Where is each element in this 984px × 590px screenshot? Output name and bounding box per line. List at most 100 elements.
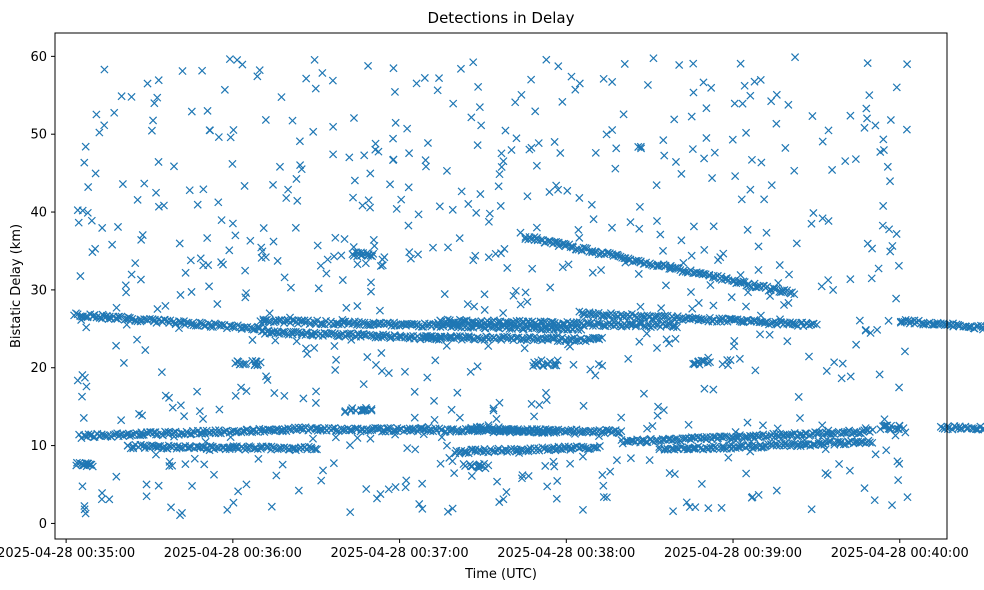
data-point [750,77,759,86]
data-point [532,223,541,232]
y-tick-label: 30 [30,283,47,298]
data-point [165,462,174,471]
data-point [436,459,445,468]
data-point [648,421,657,431]
data-point [405,248,414,257]
data-point [642,329,651,338]
data-point [331,233,340,242]
data-point [447,405,456,414]
data-point [110,108,119,117]
data-point [312,445,321,454]
data-point [577,325,586,334]
data-point [860,123,869,132]
data-point [598,333,607,342]
data-point [185,186,194,195]
data-point [885,225,894,234]
data-point [704,353,713,362]
data-point [383,318,392,327]
data-point [537,356,546,365]
data-point [449,99,458,108]
data-point [448,504,457,513]
data-point [152,188,161,197]
data-point [694,298,703,307]
data-point [122,320,131,329]
data-point [762,432,771,441]
data-point [772,441,781,450]
data-point [863,114,872,123]
data-point [187,287,196,296]
data-point [742,128,751,137]
data-point [764,320,773,329]
data-point [660,151,669,160]
data-point [485,209,494,218]
data-point [269,237,278,246]
data-point [673,436,682,445]
data-point [591,371,600,380]
data-point [253,72,262,81]
data-point [358,201,367,210]
data-point [713,256,723,265]
data-point [512,134,521,143]
data-point [727,293,736,302]
data-point [176,290,185,299]
data-point [871,121,880,130]
data-point [886,247,895,256]
data-point [754,265,763,275]
y-axis-title: Bistatic Delay (km) [9,224,24,348]
data-point [275,162,284,171]
data-point [698,357,707,366]
data-point [193,387,202,396]
data-point [198,66,207,75]
data-point [821,469,830,478]
data-point [364,61,373,70]
data-point [523,297,532,306]
data-point [311,84,320,93]
data-point [76,272,85,281]
data-point [978,323,984,332]
data-point [561,240,570,249]
data-point [272,471,281,480]
data-point [578,452,587,461]
x-tick-label: 2025-04-28 00:39:00 [664,546,802,561]
data-point [730,336,739,345]
data-point [384,485,393,494]
data-point [431,356,440,365]
data-point [511,98,520,107]
data-point [781,143,790,152]
data-point [391,118,400,127]
data-point [550,361,559,370]
data-point [98,488,107,498]
data-point [588,248,597,257]
data-point [136,275,145,284]
data-point [328,76,337,85]
data-point [390,87,399,96]
data-point [157,368,166,377]
data-point [552,361,561,370]
data-point [477,121,486,130]
data-point [359,380,368,389]
data-point [404,183,413,192]
data-point [423,373,432,382]
data-point [443,243,453,252]
data-point [495,498,504,507]
data-point [291,223,300,232]
data-point [181,268,190,277]
data-point [261,322,270,332]
data-point [469,58,478,67]
data-point [442,441,451,450]
data-point [775,315,785,324]
data-point [489,406,498,415]
data-point [375,306,384,315]
data-point [570,429,580,438]
data-point [317,476,326,485]
data-point [232,443,241,452]
data-point [624,354,633,363]
data-point [248,335,257,344]
data-point [710,148,719,157]
data-point [292,174,301,183]
data-point [332,355,341,364]
data-point [644,319,653,328]
data-point [846,111,855,120]
data-point [589,215,598,224]
data-point [575,79,584,88]
